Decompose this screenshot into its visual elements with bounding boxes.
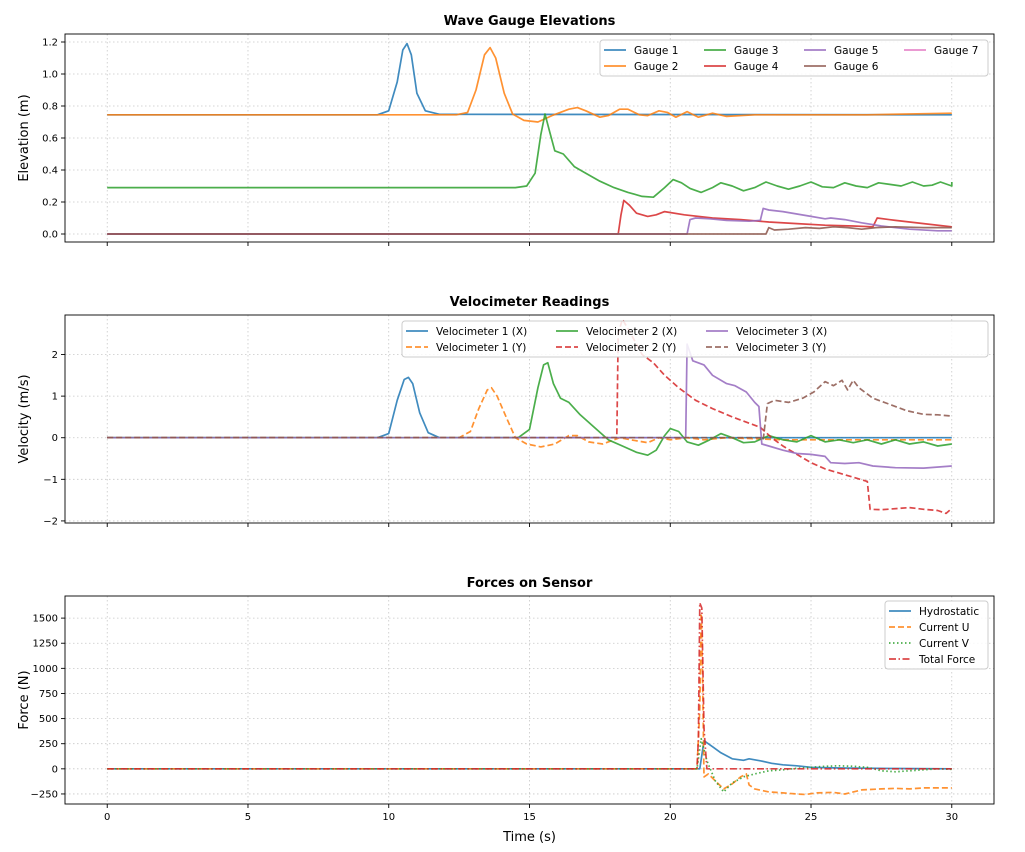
y-tick-label: 500 [39, 714, 58, 725]
legend: Gauge 1 Gauge 2 Gauge 3 Gauge 4 Gauge 5 Gauge… [599, 39, 989, 77]
series-line-1 [107, 42, 952, 116]
y-tick-label: 0.2 [42, 198, 58, 209]
y-tick-label: 1250 [33, 639, 58, 650]
legend-label: Hydrostatic [919, 606, 979, 618]
legend-label: Velocimeter 1 (Y) [436, 342, 526, 354]
series-line-2 [107, 612, 952, 796]
legend-label: Gauge 6 [834, 61, 879, 73]
y-tick-label: 0.4 [42, 166, 58, 177]
x-tick-label: 10 [382, 812, 395, 823]
y-tick-label: −1 [43, 475, 58, 486]
x-tick-label: 20 [664, 812, 677, 823]
legend-box [401, 320, 989, 358]
chart-title: Forces on Sensor [467, 576, 593, 591]
x-axis-label: Time (s) [502, 830, 556, 845]
x-tick-label: 15 [523, 812, 536, 823]
legend-label: Gauge 2 [634, 61, 678, 73]
y-tick-label: 0.6 [42, 134, 58, 145]
chart-panel-1: 0.0 0.2 0.4 0.6 0.8 1.0 1.2 Wave Gauge Elevatio… [17, 14, 995, 246]
y-tick-label: −250 [31, 789, 58, 800]
legend-label: Velocimeter 1 (X) [436, 326, 527, 338]
y-tick-label: 1.0 [42, 70, 58, 81]
x-tick-label: 30 [945, 812, 958, 823]
series-line-3 [107, 113, 953, 199]
chart-title: Wave Gauge Elevations [444, 14, 616, 29]
y-axis-label: Velocity (m/s) [17, 374, 32, 463]
legend-label: Velocimeter 2 (X) [586, 326, 677, 338]
y-tick-label: 0 [52, 764, 58, 775]
series-line-1 [107, 376, 952, 439]
chart-panel-2: −2 −1 0 1 2 Velocimeter Readings Velocity (m/s… [17, 295, 995, 527]
series-line-3 [107, 361, 952, 457]
x-tick-label: 5 [245, 812, 251, 823]
legend: Velocimeter 1 (X) Velocimeter 1 (Y) Veloci… [401, 320, 989, 358]
legend-label: Current V [919, 638, 970, 650]
series-line-5 [107, 343, 952, 469]
series-line-4 [107, 602, 952, 770]
legend-label: Total Force [918, 654, 975, 666]
legend-label: Velocimeter 3 (X) [736, 326, 827, 338]
x-tick-label: 25 [805, 812, 818, 823]
legend: Hydrostatic Current U Current V Total Force [884, 600, 989, 670]
chart-title: Velocimeter Readings [450, 295, 610, 310]
legend-box [599, 39, 989, 77]
legend-box [884, 600, 989, 670]
legend-label: Gauge 3 [734, 45, 778, 57]
legend-label: Current U [919, 622, 969, 634]
series-line-6 [107, 379, 952, 441]
y-axis-label: Force (N) [17, 670, 32, 729]
y-tick-label: 250 [39, 739, 58, 750]
legend-label: Gauge 7 [934, 45, 978, 57]
y-axis-label: Elevation (m) [17, 94, 32, 181]
legend-label: Gauge 1 [634, 45, 678, 57]
series-line-4 [107, 199, 952, 235]
y-tick-label: 2 [52, 350, 58, 361]
y-tick-label: 0 [52, 433, 58, 444]
y-tick-label: 0.0 [42, 230, 58, 241]
series-line-2 [107, 386, 952, 448]
x-tick-label: 0 [104, 812, 110, 823]
series-line-1 [107, 739, 952, 770]
legend-label: Velocimeter 2 (Y) [586, 342, 676, 354]
series-line-6 [107, 225, 952, 235]
y-tick-label: 1 [52, 392, 58, 403]
series-line-5 [107, 207, 952, 235]
series-line-2 [107, 46, 952, 123]
legend-label: Gauge 4 [734, 61, 779, 73]
y-tick-label: 1500 [33, 614, 58, 625]
y-tick-label: 1000 [33, 664, 58, 675]
y-tick-label: 750 [39, 689, 58, 700]
y-tick-label: 0.8 [42, 102, 58, 113]
y-tick-label: 1.2 [42, 38, 58, 49]
legend-label: Velocimeter 3 (Y) [736, 342, 826, 354]
chart-panel-3: 0 5 10 15 20 25 30 −250 0 250 500 750 1000 1250 1500 Fo… [17, 576, 995, 845]
y-tick-label: −2 [43, 516, 58, 527]
legend-label: Gauge 5 [834, 45, 878, 57]
